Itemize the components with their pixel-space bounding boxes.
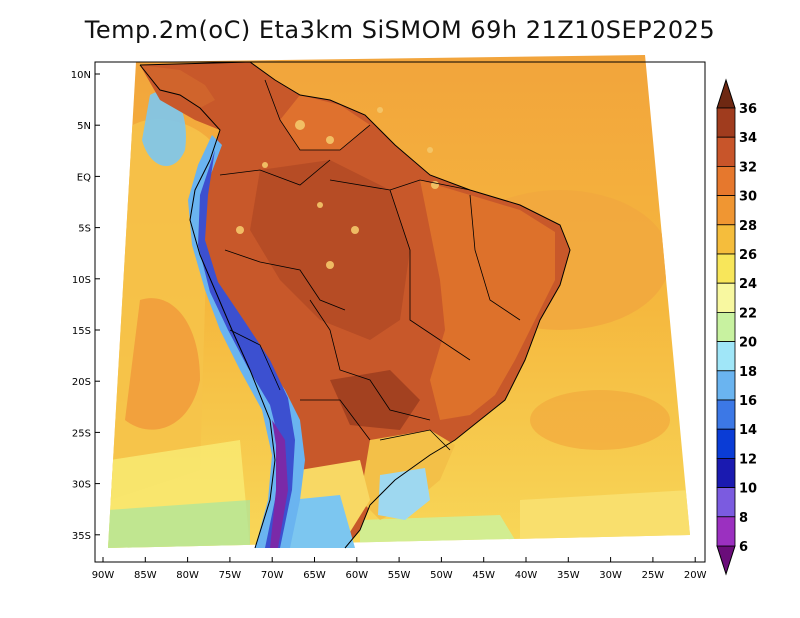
lon-tick-label: 20W bbox=[684, 570, 707, 581]
colorbar-max-arrow bbox=[716, 78, 736, 109]
colorbar-swatch bbox=[716, 457, 736, 488]
lon-tick-label: 40W bbox=[515, 570, 538, 581]
colorbar bbox=[716, 78, 736, 576]
colorbar-level-label: 24 bbox=[739, 277, 757, 292]
colorbar-level-label: 14 bbox=[739, 423, 757, 438]
colorbar-swatch bbox=[716, 195, 736, 226]
colorbar-level-label: 28 bbox=[739, 219, 757, 234]
plot-frame bbox=[94, 61, 706, 563]
lat-tick-label: 35S bbox=[72, 531, 91, 542]
lat-tick-label: 10S bbox=[72, 275, 91, 286]
lon-tick-label: 90W bbox=[92, 570, 115, 581]
colorbar-swatch bbox=[716, 136, 736, 167]
south-america-land bbox=[140, 62, 570, 548]
lon-axis: 90W 85W 80W 75W 70W 65W 60W 55W 50W 45W 40W 35W 30W 2… bbox=[92, 570, 707, 581]
colorbar-swatch bbox=[716, 311, 736, 342]
colorbar-level-label: 34 bbox=[739, 131, 757, 146]
country-borders bbox=[219, 79, 521, 451]
colorbar-swatch bbox=[716, 282, 736, 313]
colorbar-level-label: 30 bbox=[739, 190, 757, 205]
colorbar-labels: 6 8 10 12 14 16 18 20 22 24 26 28 30 32 34 36 bbox=[739, 102, 757, 555]
lat-tick-label: 15S bbox=[72, 326, 91, 337]
colorbar-level-label: 16 bbox=[739, 394, 757, 409]
colorbar-level-label: 12 bbox=[739, 452, 757, 467]
lon-tick-label: 60W bbox=[345, 570, 368, 581]
lon-tick-label: 50W bbox=[430, 570, 453, 581]
lon-tick-label: 70W bbox=[261, 570, 284, 581]
colorbar-swatch bbox=[716, 370, 736, 401]
lon-tick-label: 35W bbox=[557, 570, 580, 581]
axis-ticks bbox=[95, 73, 696, 562]
lon-tick-label: 85W bbox=[134, 570, 157, 581]
colorbar-min-arrow bbox=[716, 545, 736, 576]
colorbar-swatch bbox=[716, 253, 736, 284]
colorbar-level-label: 22 bbox=[739, 306, 757, 321]
lat-tick-label: EQ bbox=[77, 172, 91, 183]
colorbar-level-label: 20 bbox=[739, 336, 757, 351]
map-title: Temp.2m(oC) Eta3km SiSMOM 69h 21Z10SEP20… bbox=[84, 16, 716, 44]
colorbar-swatch bbox=[716, 399, 736, 430]
colorbar-swatch bbox=[716, 428, 736, 459]
lat-tick-label: 20S bbox=[72, 377, 91, 388]
lon-tick-label: 80W bbox=[176, 570, 199, 581]
colorbar-swatch bbox=[716, 165, 736, 196]
coastline bbox=[139, 61, 571, 549]
lon-tick-label: 75W bbox=[219, 570, 242, 581]
colorbar-swatch bbox=[716, 487, 736, 518]
lat-tick-label: 25S bbox=[72, 428, 91, 439]
colorbar-level-label: 36 bbox=[739, 102, 757, 117]
colorbar-level-label: 32 bbox=[739, 160, 757, 175]
lon-tick-label: 25W bbox=[642, 570, 665, 581]
colorbar-level-label: 26 bbox=[739, 248, 757, 263]
lat-tick-label: 30S bbox=[72, 480, 91, 491]
colorbar-swatch bbox=[716, 107, 736, 138]
hot-spots bbox=[236, 107, 439, 269]
colorbar-level-label: 8 bbox=[739, 511, 748, 526]
colorbar-level-label: 18 bbox=[739, 365, 757, 380]
lon-tick-label: 65W bbox=[303, 570, 326, 581]
lat-axis: 10N 5N EQ 5S 10S 15S 20S 25S 30S 35S bbox=[71, 70, 91, 542]
colorbar-level-label: 10 bbox=[739, 482, 757, 497]
colorbar-swatch bbox=[716, 341, 736, 372]
lon-tick-label: 45W bbox=[472, 570, 495, 581]
lon-tick-label: 30W bbox=[599, 570, 622, 581]
colorbar-swatch bbox=[716, 516, 736, 547]
lat-tick-label: 5S bbox=[78, 224, 91, 235]
lat-tick-label: 5N bbox=[77, 121, 91, 132]
lat-tick-label: 10N bbox=[71, 70, 91, 81]
lon-tick-label: 55W bbox=[388, 570, 411, 581]
colorbar-level-label: 6 bbox=[739, 540, 748, 555]
colorbar-swatch bbox=[716, 224, 736, 255]
